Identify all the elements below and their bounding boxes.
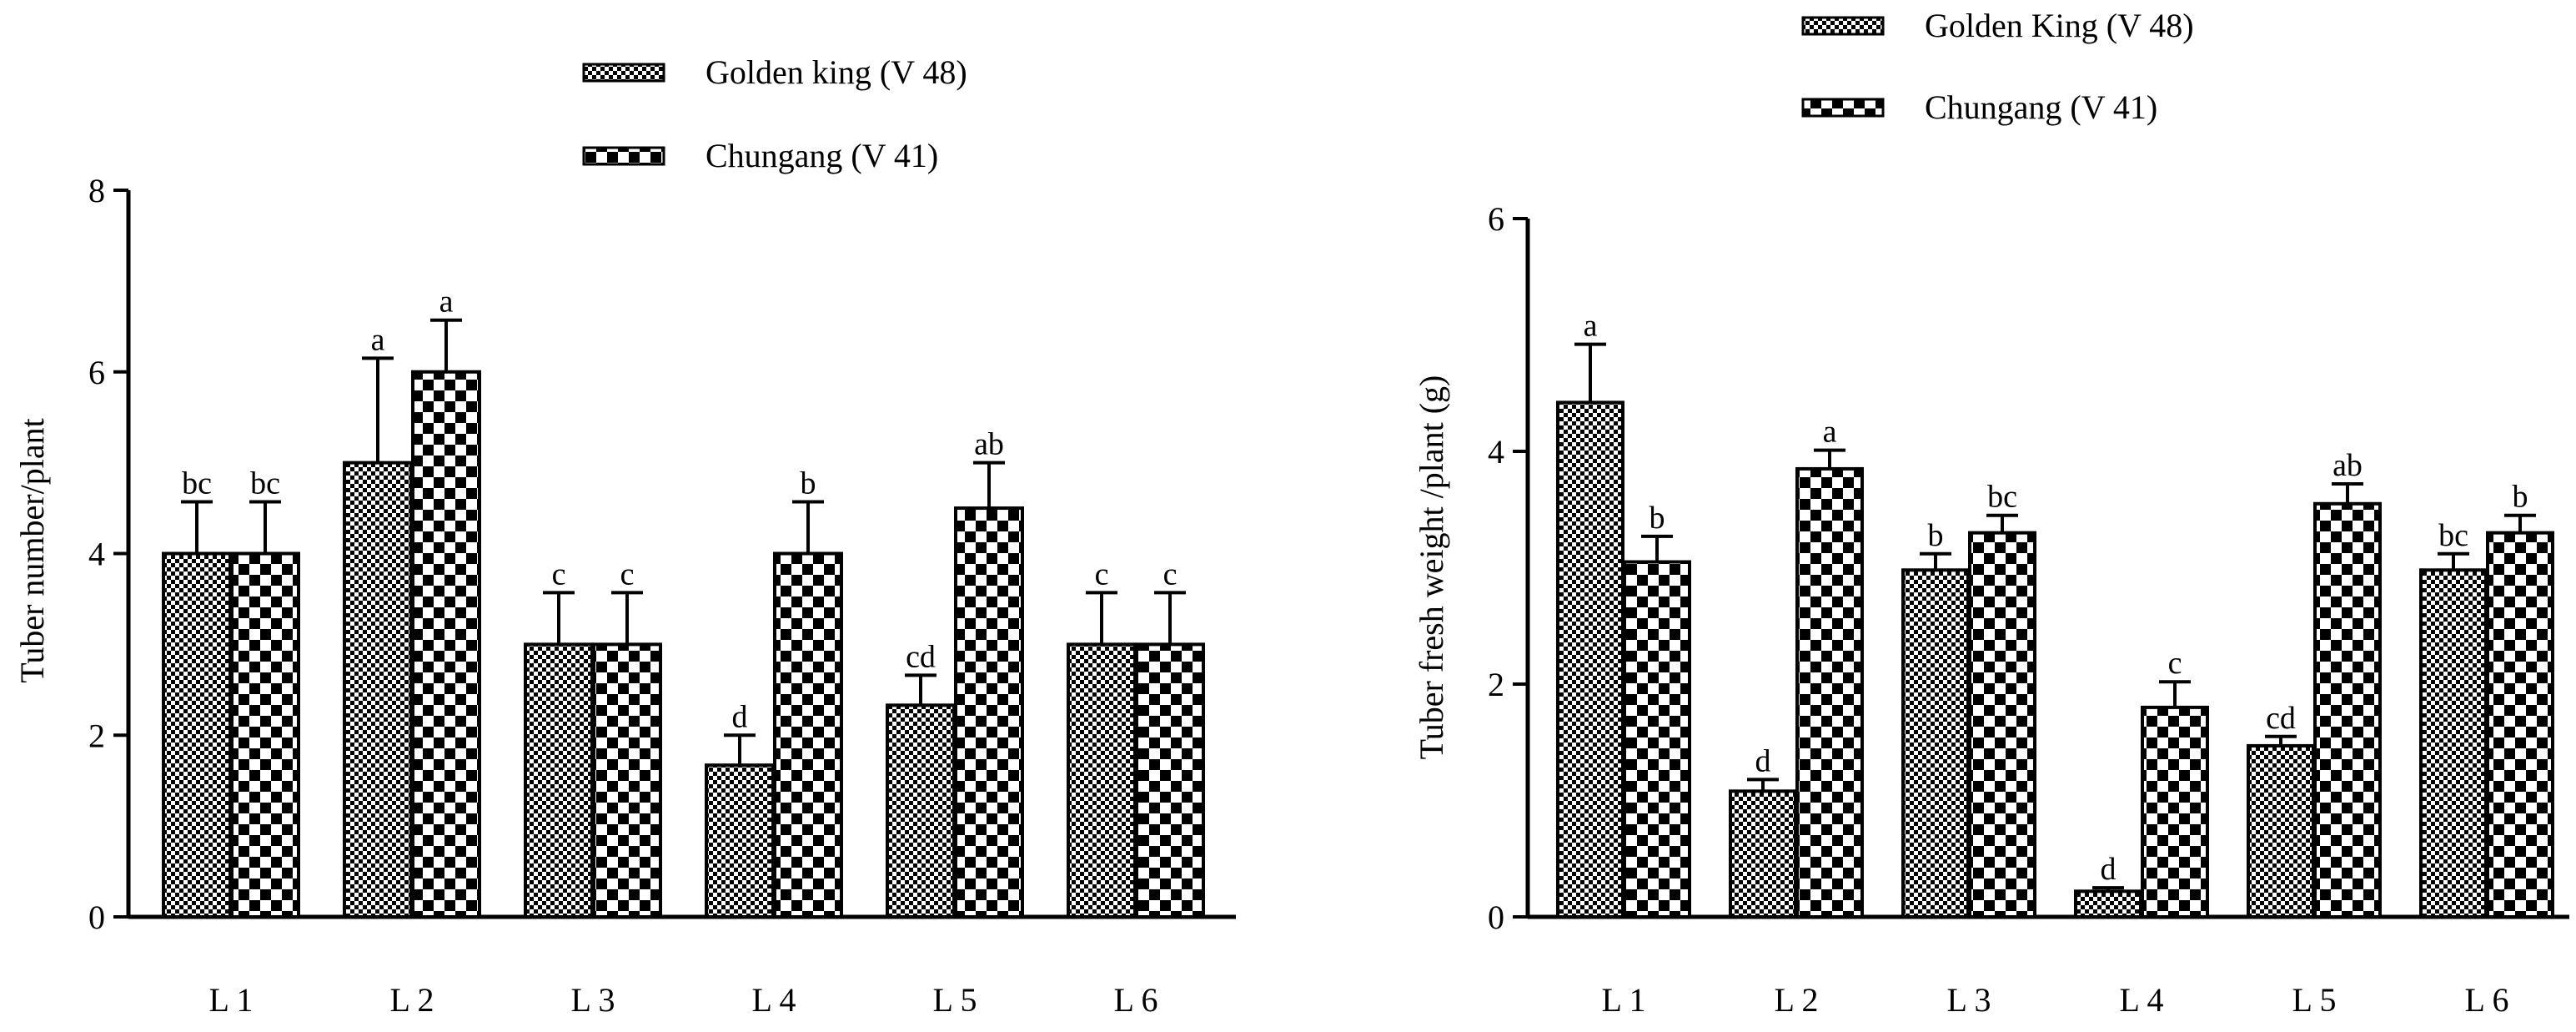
legend-swatch-golden-king: [1801, 16, 1885, 36]
x-tick-label: L 1: [1602, 981, 1646, 1019]
legend-label-chungang: Chungang (V 41): [1925, 88, 2157, 126]
significance-label: bc: [250, 466, 280, 501]
bar: [1135, 642, 1205, 919]
x-tick-label: L 1: [209, 981, 254, 1019]
bar: [954, 506, 1024, 919]
legend-swatch-golden-king: [582, 63, 665, 83]
significance-label: b: [1928, 518, 1944, 553]
bar: [2141, 705, 2209, 919]
significance-label: c: [1163, 556, 1178, 592]
significance-label: cd: [2266, 701, 2296, 736]
bar: [411, 370, 481, 919]
significance-label: cd: [906, 639, 936, 674]
axes: 0 2 4 6 L 1 L 2 L 3 L 4 L 5 L 6: [1488, 200, 2569, 1019]
bar: [1623, 560, 1691, 919]
significance-label: d: [1755, 743, 1771, 778]
x-tick-label: L 5: [2292, 981, 2337, 1019]
significance-label: b: [2513, 480, 2528, 515]
y-axis-label: Tuber number/plant: [13, 418, 51, 682]
bar: [343, 461, 413, 919]
significance-label: a: [439, 284, 454, 320]
y-tick-label: 0: [88, 899, 105, 936]
bar: [773, 551, 843, 919]
bar: [230, 551, 300, 919]
legend: Golden king (V 48) Chungang (V 41): [582, 53, 967, 174]
y-tick-label: 6: [88, 354, 105, 391]
bar: [1968, 531, 2036, 919]
bar: [162, 551, 232, 919]
y-tick-label: 2: [1488, 666, 1504, 703]
bar: [2486, 531, 2554, 919]
x-tick-label: L 4: [752, 981, 796, 1019]
x-tick-label: L 6: [2465, 981, 2509, 1019]
bar: [592, 642, 662, 919]
y-tick-label: 6: [1488, 200, 1504, 238]
x-tick-label: L 3: [1947, 981, 1991, 1019]
y-tick-label: 4: [88, 536, 105, 573]
significance-label: ab: [2332, 448, 2363, 483]
significance-label: c: [2168, 646, 2182, 681]
significance-label: bc: [1987, 480, 2017, 515]
significance-label: c: [620, 556, 635, 592]
y-tick-label: 8: [88, 172, 105, 209]
significance-label: ab: [974, 427, 1004, 462]
bar: [1556, 400, 1624, 919]
x-tick-label: L 2: [390, 981, 434, 1019]
significance-label: a: [1584, 309, 1598, 344]
bar: [1067, 642, 1137, 919]
significance-label: d: [732, 699, 748, 734]
legend-swatch-chungang: [1801, 98, 1885, 118]
significance-label: c: [1095, 556, 1109, 592]
significance-label: bc: [2438, 518, 2468, 553]
legend-label-chungang: Chungang (V 41): [706, 137, 938, 174]
bar: [886, 703, 956, 919]
significance-label: a: [371, 322, 385, 357]
legend-label-golden-king: Golden king (V 48): [706, 53, 967, 91]
bar: [705, 763, 775, 919]
axes: 0 2 4 6 8 L 1 L 2 L 3 L 4 L 5 L 6: [88, 172, 1236, 1019]
chart-left: Golden king (V 48) Chungang (V 41) Tuber…: [13, 53, 1236, 1019]
significance-label: b: [801, 466, 816, 501]
y-tick-label: 4: [1488, 433, 1504, 471]
bar: [2419, 568, 2488, 919]
x-tick-label: L 2: [1775, 981, 1819, 1019]
x-tick-label: L 5: [933, 981, 977, 1019]
y-axis-label: Tuber fresh weight /plant (g): [1413, 375, 1450, 760]
x-tick-label: L 4: [2120, 981, 2164, 1019]
significance-label: b: [1650, 501, 1665, 536]
bar: [2247, 743, 2315, 919]
legend-swatch-chungang: [582, 146, 665, 166]
significance-label: a: [1823, 415, 1837, 450]
chart-right: Golden King (V 48) Chungang (V 41) Tuber…: [1413, 7, 2569, 1019]
bar: [1729, 789, 1797, 919]
y-tick-label: 2: [88, 717, 105, 754]
bar: [2313, 501, 2382, 919]
significance-label: d: [2101, 852, 2117, 887]
bar: [1901, 568, 1970, 919]
bar: [2074, 889, 2142, 919]
x-tick-label: L 6: [1114, 981, 1158, 1019]
x-tick-label: L 3: [571, 981, 615, 1019]
y-tick-label: 0: [1488, 899, 1504, 936]
bar: [1795, 466, 1864, 919]
significance-label: c: [552, 556, 566, 592]
significance-label: bc: [182, 466, 212, 501]
bar: [524, 642, 594, 919]
legend: Golden King (V 48) Chungang (V 41): [1801, 7, 2194, 126]
legend-label-golden-king: Golden King (V 48): [1925, 7, 2194, 44]
